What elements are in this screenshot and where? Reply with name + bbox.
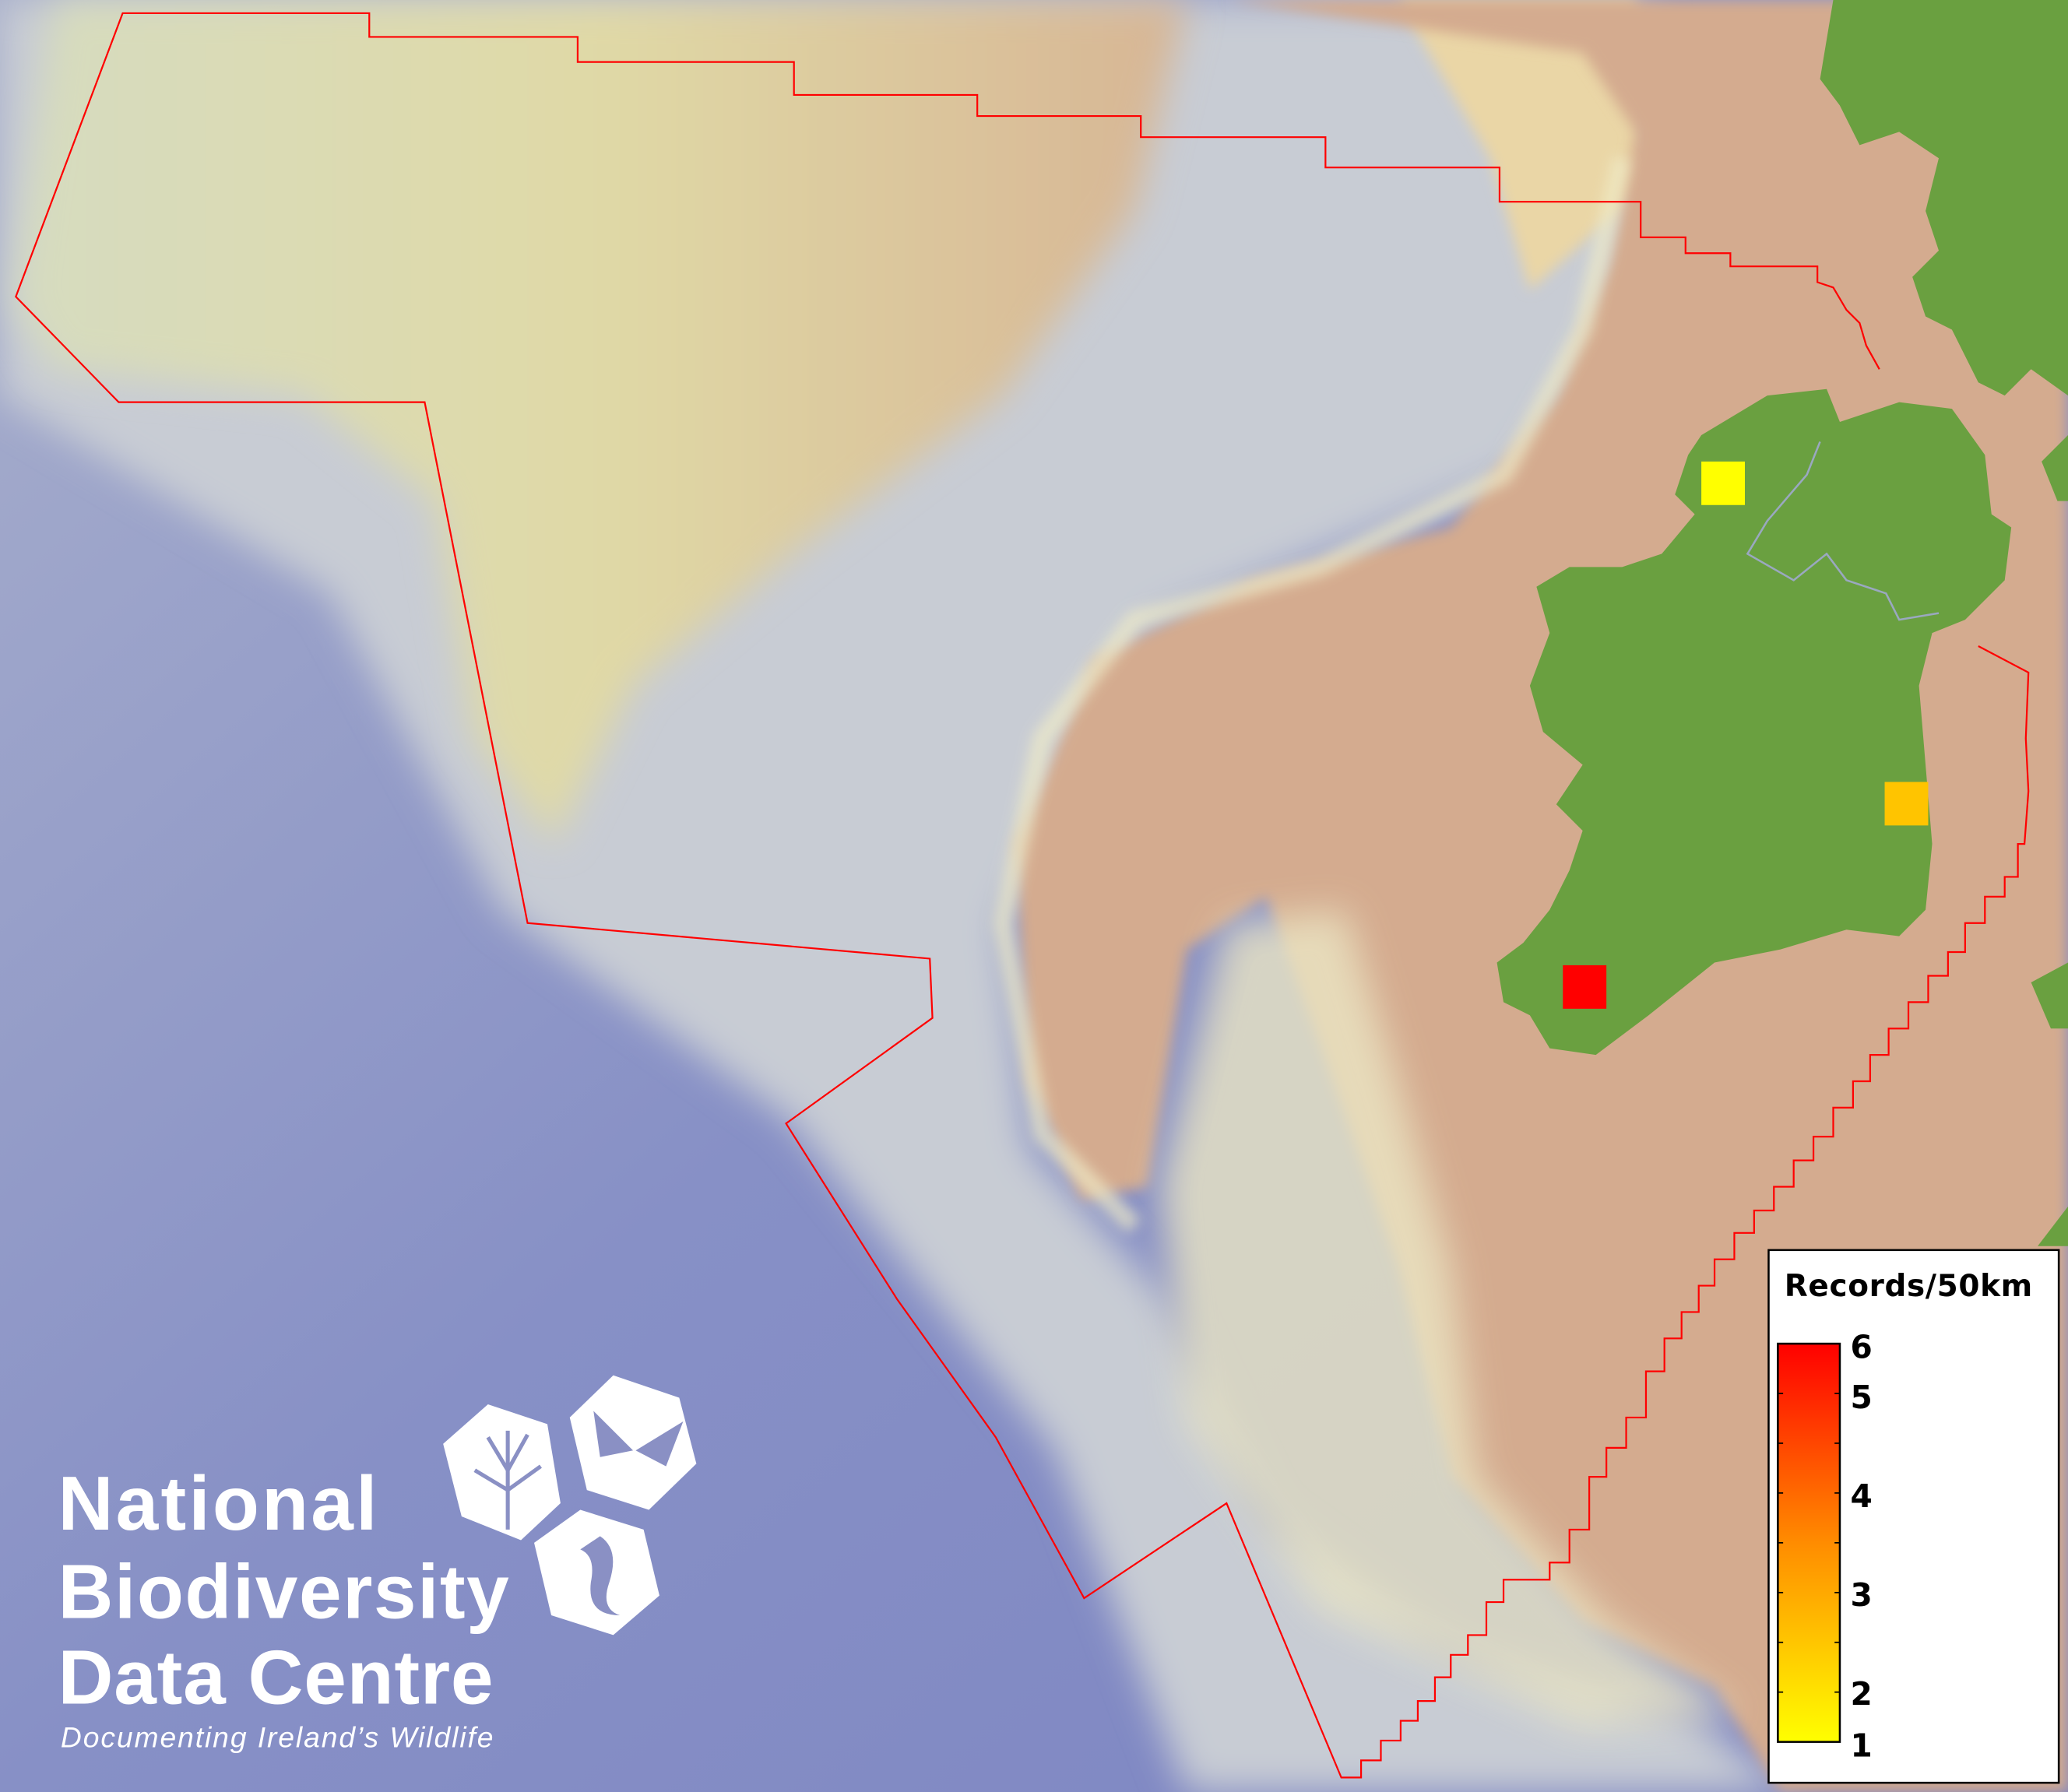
legend-tick-label: 6 [1851,1329,1873,1366]
tree-icon [443,1404,561,1541]
rockall-plateau [12,0,1187,845]
shelf-edge-highlight [993,156,1632,1233]
logo-line-1: National [58,1460,378,1546]
nbdc-logo: National Biodiversity Data Centre Docume… [58,1375,697,1753]
legend-tick-label: 2 [1851,1675,1873,1713]
wales-south-landmass [2031,962,2068,1029]
wales-landmass [2042,434,2068,501]
legend-tick-label: 1 [1851,1727,1873,1764]
cornwall-landmass [2038,1206,2068,1246]
ireland-landmass [1496,388,2012,1056]
legend-title: Records/50km [1785,1269,2032,1304]
logo-line-3: Data Centre [58,1635,494,1720]
record-cell [1884,782,1929,826]
record-cell [1563,965,1607,1009]
record-cell [1701,461,1745,505]
legend-color-ramp [1777,1342,1841,1743]
legend-tick-label: 3 [1851,1576,1873,1614]
ni-border [1746,441,1940,621]
seahorse-icon [534,1509,659,1636]
logo-line-2: Biodiversity [58,1548,510,1634]
record-squares [1563,461,1929,1009]
butterfly-icon [569,1375,697,1510]
legend-tick-label: 5 [1851,1379,1873,1416]
legend-tick-label: 4 [1851,1478,1873,1515]
great-britain-landmass [1820,0,2068,396]
legend: Records/50km 6 5 4 3 2 1 [1767,1249,2060,1784]
eez-boundary-line [15,12,2030,1779]
porcupine-bank [1398,0,1649,290]
shelf-lobe [1160,909,1741,1727]
